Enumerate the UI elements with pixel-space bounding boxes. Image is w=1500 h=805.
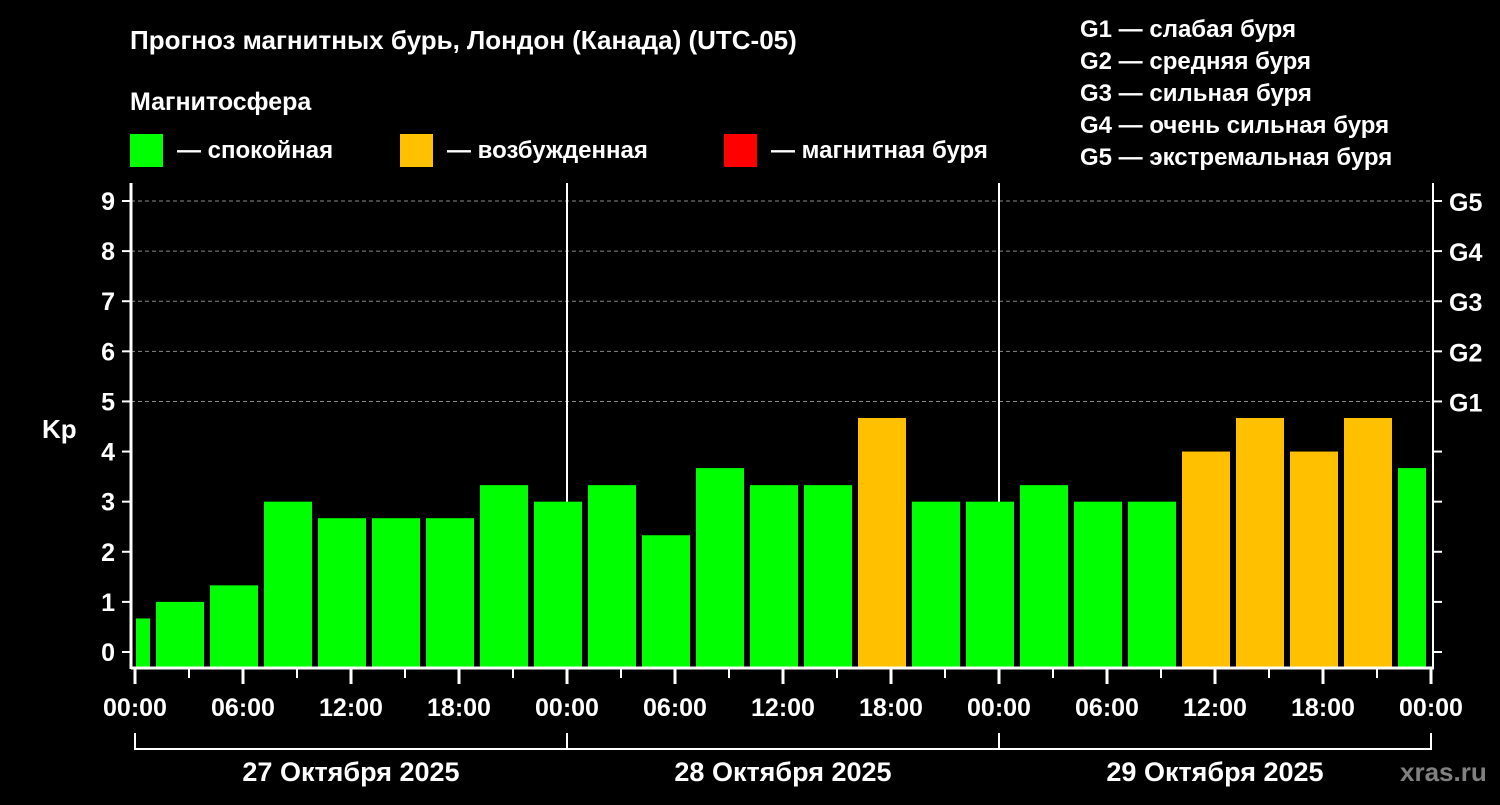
kp-bar-13 xyxy=(804,485,852,668)
y-tick-label: 4 xyxy=(101,439,115,467)
y-tick-label: 2 xyxy=(101,539,115,567)
legend: — спокойная — возбужденная — магнитная бур… xyxy=(130,134,988,167)
kp-bar-0 xyxy=(136,618,150,668)
x-tick-label: 00:00 xyxy=(967,694,1031,722)
kp-bar-21 xyxy=(1236,417,1284,668)
legend-swatch-2 xyxy=(724,134,757,167)
y-tick-label: 6 xyxy=(101,338,115,366)
y-axis-label: Kp xyxy=(42,414,77,444)
x-tick-label: 18:00 xyxy=(1291,694,1355,722)
kp-bar-4 xyxy=(318,518,366,668)
y-tick-label: 3 xyxy=(101,489,115,517)
g-scale-item-4: G5 — экстремальная буря xyxy=(1080,144,1392,171)
kp-bar-11 xyxy=(696,468,744,668)
x-tick-label: 00:00 xyxy=(535,694,599,722)
g-scale-item-2: G3 — сильная буря xyxy=(1080,80,1312,107)
y-tick-label: 8 xyxy=(101,238,115,266)
x-tick-label: 12:00 xyxy=(751,694,815,722)
x-tick-label: 00:00 xyxy=(1399,694,1463,722)
kp-bar-10 xyxy=(642,535,690,668)
legend-swatch-0 xyxy=(130,134,163,167)
g-tick-label: G4 xyxy=(1449,239,1482,267)
y-tick-label: 1 xyxy=(101,589,115,617)
g-scale-item-3: G4 — очень сильная буря xyxy=(1080,112,1389,139)
kp-bar-20 xyxy=(1182,451,1230,668)
x-tick-label: 06:00 xyxy=(1075,694,1139,722)
g-scale-item-0: G1 — слабая буря xyxy=(1080,16,1296,43)
legend-label-1: — возбужденная xyxy=(447,137,648,164)
plot-area: 0 1 2 3 4 5 6 7 8 9 G1 G2 G3 G4 G5 00:00 06:00 12:00 18:00… xyxy=(101,183,1482,787)
kp-bar-17 xyxy=(1020,485,1068,668)
kp-bar-3 xyxy=(264,501,312,668)
y-tick-label: 9 xyxy=(101,188,115,216)
day-label: 29 Октября 2025 xyxy=(1106,757,1323,787)
x-tick-label: 12:00 xyxy=(1183,694,1247,722)
g-tick-label: G1 xyxy=(1449,389,1482,417)
g-tick-label: G3 xyxy=(1449,289,1482,317)
kp-bar-24 xyxy=(1398,468,1426,668)
kp-bar-7 xyxy=(480,485,528,668)
y-tick-label: 0 xyxy=(101,639,115,667)
kp-bar-1 xyxy=(156,601,204,668)
chart-subtitle: Магнитосфера xyxy=(130,88,312,116)
kp-bar-14 xyxy=(858,417,906,668)
y-tick-label: 7 xyxy=(101,288,115,316)
kp-bar-19 xyxy=(1128,501,1176,668)
x-tick-label: 18:00 xyxy=(427,694,491,722)
kp-bar-9 xyxy=(588,485,636,668)
legend-label-2: — магнитная буря xyxy=(771,137,988,164)
kp-bar-5 xyxy=(372,518,420,668)
watermark: xras.ru xyxy=(1400,757,1487,787)
day-label: 28 Октября 2025 xyxy=(674,757,891,787)
kp-bar-6 xyxy=(426,518,474,668)
x-tick-label: 00:00 xyxy=(103,694,167,722)
x-tick-label: 12:00 xyxy=(319,694,383,722)
kp-bar-16 xyxy=(966,501,1014,668)
kp-bar-12 xyxy=(750,485,798,668)
x-tick-label: 06:00 xyxy=(643,694,707,722)
kp-bar-22 xyxy=(1290,451,1338,668)
kp-bar-8 xyxy=(534,501,582,668)
y-tick-label: 5 xyxy=(101,388,115,416)
g-tick-label: G2 xyxy=(1449,339,1482,367)
x-tick-label: 18:00 xyxy=(859,694,923,722)
g-scale-legend: G1 — слабая буря G2 — средняя буря G3 — си… xyxy=(1080,16,1392,171)
legend-label-0: — спокойная xyxy=(177,137,333,164)
chart-title: Прогноз магнитных бурь, Лондон (Канада) … xyxy=(130,25,797,55)
kp-bar-2 xyxy=(210,585,258,668)
g-tick-label: G5 xyxy=(1449,189,1482,217)
kp-bar-18 xyxy=(1074,501,1122,668)
kp-bar-23 xyxy=(1344,417,1392,668)
day-label: 27 Октября 2025 xyxy=(242,757,459,787)
g-scale-item-1: G2 — средняя буря xyxy=(1080,48,1311,75)
legend-swatch-1 xyxy=(400,134,433,167)
kp-bar-15 xyxy=(912,501,960,668)
x-tick-label: 06:00 xyxy=(211,694,275,722)
